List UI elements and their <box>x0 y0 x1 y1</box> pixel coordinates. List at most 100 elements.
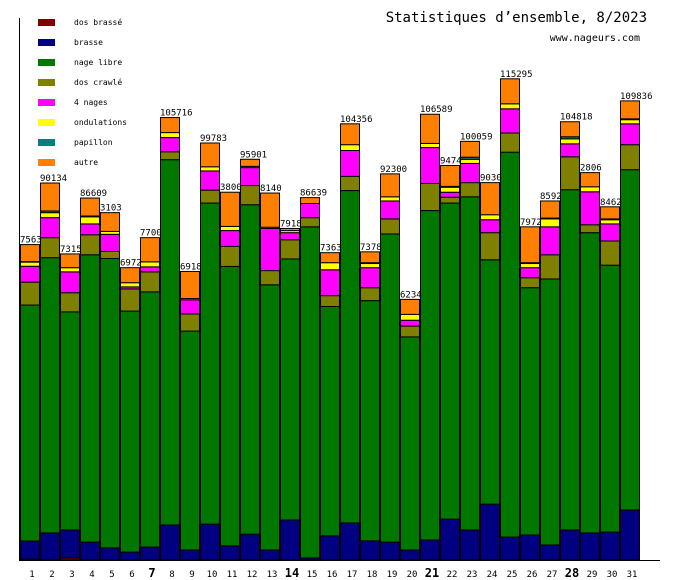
bar-segment-brasse <box>160 524 180 561</box>
bar-day-4 <box>80 197 100 561</box>
bar-segment-nage-libre <box>340 190 360 524</box>
total-label: 86639 <box>300 189 327 199</box>
x-tick-labels: 1 2 3 4 5 6 7 8 9 10 11 12 13 14 15 16 17 18 19 20 21 22 23 24 2… <box>29 566 637 580</box>
bar-segment-4-nages <box>20 265 40 283</box>
total-label: 7378 <box>360 243 382 253</box>
bar-day-9 <box>180 270 200 561</box>
bar-segment-nage-libre <box>120 310 140 553</box>
bar-day-25 <box>500 78 520 561</box>
bar-segment-autre <box>540 200 560 219</box>
legend-swatch <box>38 119 55 126</box>
bar-segment-autre <box>340 123 360 146</box>
bar-segment-4-nages <box>320 269 340 297</box>
bar-segment-brasse <box>600 531 620 561</box>
legend-swatch <box>38 59 55 66</box>
x-tick-label: 11 <box>227 570 238 580</box>
bar-segment-ondulations <box>20 261 40 267</box>
bar-segment-autre <box>260 192 280 228</box>
bar-segment-4-nages <box>280 232 300 241</box>
total-label: 6918 <box>180 262 202 272</box>
bar-segment-autre <box>600 206 620 220</box>
bar-segment-4-nages <box>380 200 400 220</box>
bar-segment-dos-crawle <box>340 175 360 192</box>
total-label: 106589 <box>420 105 453 115</box>
bar-segment-brasse <box>240 533 260 561</box>
bar-segment-ondulations <box>40 212 60 219</box>
bar-segment-ondulations <box>400 313 420 321</box>
bar-segment-nage-libre <box>320 305 340 537</box>
bar-segment-4-nages <box>200 170 220 191</box>
bar-segment-ondulations <box>440 186 460 193</box>
bar-segment-nage-libre <box>40 257 60 534</box>
bar-segment-ondulations <box>460 158 480 164</box>
total-label: 99783 <box>200 134 227 144</box>
bar-segment-brasse <box>180 549 200 561</box>
bar-segment-autre <box>320 252 340 264</box>
bar-segment-dos-crawle <box>40 237 60 259</box>
x-tick-label: 3 <box>69 570 74 580</box>
bar-segment-dos-crawle <box>280 239 300 260</box>
bar-segment-dos-crawle <box>460 182 480 198</box>
bar-segment-ondulations <box>340 144 360 152</box>
bar-segment-autre <box>200 142 220 168</box>
bar-segment-autre <box>520 226 540 264</box>
bar-segment-4-nages <box>220 230 240 247</box>
bar-segment-brasse <box>460 529 480 561</box>
bar-segment-autre <box>40 182 60 212</box>
total-label: 7918 <box>280 219 302 229</box>
x-tick-label: 15 <box>307 570 318 580</box>
x-tick-label: 13 <box>267 570 278 580</box>
bar-day-26 <box>520 226 540 561</box>
x-tick-label: 30 <box>607 570 618 580</box>
bar-segment-4-nages <box>580 191 600 226</box>
legend-item-papillon: papillon <box>38 138 113 147</box>
total-label: 2806 <box>580 164 602 174</box>
bar-segment-brasse <box>360 540 380 561</box>
bar-segment-ondulations <box>80 216 100 225</box>
bar-day-3 <box>60 253 80 561</box>
bar-segment-dos-crawle <box>520 277 540 289</box>
bar-segment-nage-libre <box>80 254 100 543</box>
bar-day-5 <box>100 212 120 561</box>
bar-segment-dos-crawle <box>420 182 440 212</box>
legend-swatch <box>38 39 55 46</box>
x-tick-label: 5 <box>109 570 114 580</box>
bar-segment-autre <box>480 182 500 216</box>
total-label: 90134 <box>40 174 67 184</box>
total-label: 109836 <box>620 92 653 102</box>
bar-segment-dos-crawle <box>580 224 600 234</box>
bar-segment-4-nages <box>240 167 260 187</box>
bar-segment-nage-libre <box>420 210 440 541</box>
total-label: 8462 <box>600 198 622 208</box>
bar-segment-autre <box>240 158 260 167</box>
bar-segment-ondulations <box>60 267 80 273</box>
bar-segment-ondulations <box>220 225 240 232</box>
bar-segment-ondulations <box>580 186 600 193</box>
x-tick-label: 16 <box>327 570 338 580</box>
bar-day-2 <box>40 182 60 561</box>
bar-segment-4-nages <box>440 191 460 198</box>
bar-segment-brasse <box>580 532 600 561</box>
bar-segment-ondulations <box>600 219 620 225</box>
x-tick-label: 4 <box>89 570 94 580</box>
total-label: 104356 <box>340 115 373 125</box>
bar-segment-ondulations <box>360 263 380 269</box>
x-tick-label: 24 <box>487 570 498 580</box>
bar-segment-nage-libre <box>480 259 500 505</box>
bar-segment-brasse <box>500 536 520 561</box>
bar-segment-autre <box>300 197 320 204</box>
bar-day-20 <box>400 298 420 561</box>
bar-segment-ondulations <box>480 214 500 221</box>
bar-segment-brasse <box>220 545 240 561</box>
legend-item-brasse: brasse <box>38 38 103 47</box>
bar-segment-brasse <box>100 547 120 561</box>
bar-day-1 <box>20 244 40 561</box>
bar-segment-brasse <box>560 529 580 561</box>
bar-segment-4-nages <box>560 143 580 158</box>
bar-segment-dos-crawle <box>240 185 260 206</box>
bar-segment-autre <box>280 227 300 232</box>
bar-segment-nage-libre <box>280 258 300 521</box>
bar-segment-brasse <box>120 551 140 561</box>
bar-segment-dos-crawle <box>160 151 180 161</box>
